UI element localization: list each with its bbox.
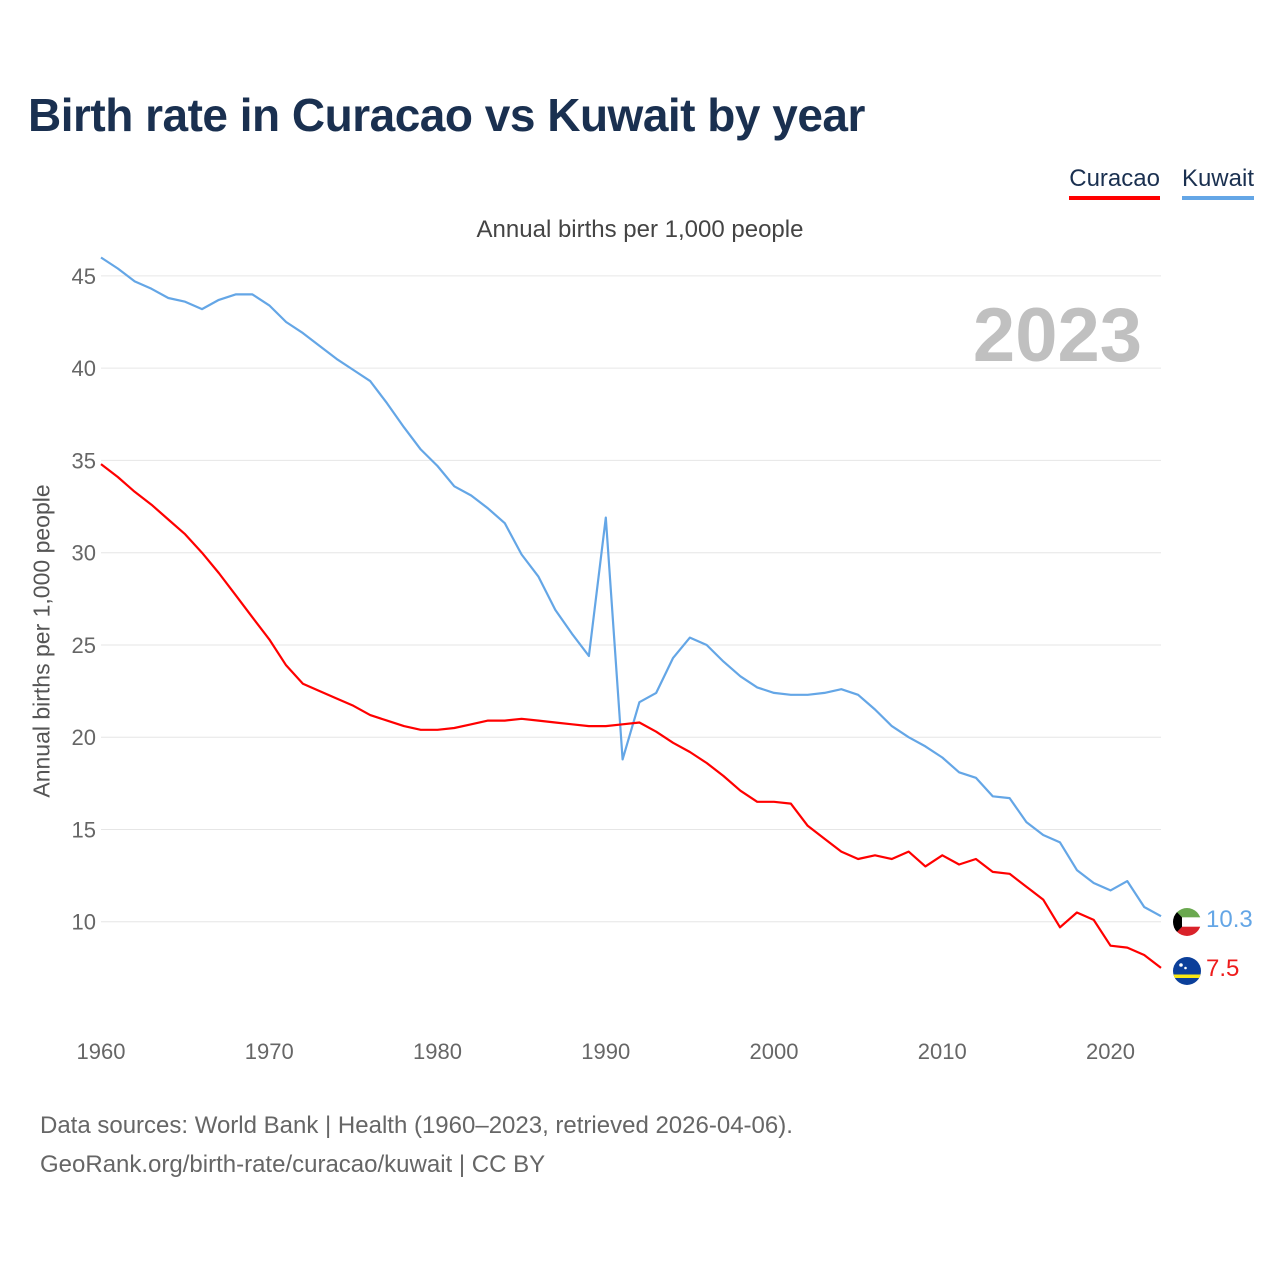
year-watermark: 2023 xyxy=(972,293,1142,378)
footer-link[interactable]: GeoRank.org/birth-rate/curacao/kuwait | … xyxy=(40,1151,546,1178)
y-tick-label: 10 xyxy=(72,910,96,935)
x-tick-label: 2000 xyxy=(750,1039,799,1064)
x-tick-label: 1990 xyxy=(581,1039,630,1064)
kuwait-flag-icon xyxy=(1173,908,1201,936)
footer: Data sources: World Bank | Health (1960–… xyxy=(40,1106,793,1184)
kuwait-end-label: 10.3 xyxy=(1206,906,1253,933)
footer-sources: Data sources: World Bank | Health (1960–… xyxy=(40,1112,793,1139)
x-tick-label: 1970 xyxy=(245,1039,294,1064)
y-tick-label: 30 xyxy=(72,541,96,566)
series-line-curacao[interactable] xyxy=(100,463,1162,969)
grid-lines xyxy=(101,275,1161,923)
x-axis-ticks: 1960 1970 1980 1990 2000 2010 2020 xyxy=(77,1039,1135,1064)
y-axis-ticks: 10 15 20 25 30 35 40 45 xyxy=(72,264,96,935)
legend: Curacao Kuwait xyxy=(1069,165,1254,200)
y-tick-label: 20 xyxy=(72,725,96,750)
y-tick-label: 40 xyxy=(72,356,96,381)
y-tick-label: 15 xyxy=(72,817,96,842)
legend-item-curacao[interactable]: Curacao xyxy=(1069,165,1160,200)
chart-title: Birth rate in Curacao vs Kuwait by year xyxy=(28,89,865,141)
x-tick-label: 2010 xyxy=(918,1039,967,1064)
curacao-flag-icon xyxy=(1173,957,1201,985)
series-line-kuwait[interactable] xyxy=(100,256,1162,918)
legend-item-kuwait[interactable]: Kuwait xyxy=(1181,165,1254,200)
curacao-end-label: 7.5 xyxy=(1206,955,1240,982)
y-tick-label: 25 xyxy=(72,633,96,658)
x-tick-label: 1960 xyxy=(77,1039,126,1064)
y-tick-label: 45 xyxy=(72,264,96,289)
series-lines xyxy=(100,256,1162,969)
x-tick-label: 1980 xyxy=(413,1039,462,1064)
chart-subtitle: Annual births per 1,000 people xyxy=(476,216,804,243)
y-tick-label: 35 xyxy=(72,448,96,473)
x-tick-label: 2020 xyxy=(1086,1039,1135,1064)
